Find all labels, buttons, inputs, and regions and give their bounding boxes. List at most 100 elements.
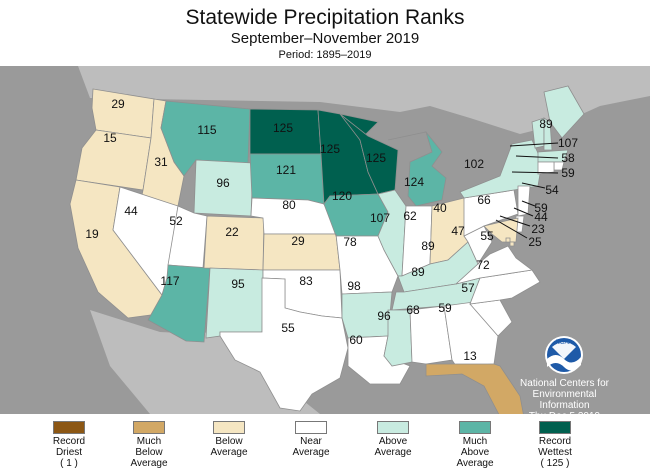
- rank-label-tn: 89: [411, 265, 425, 279]
- noaa-logo-icon: NOAA: [545, 336, 583, 374]
- rank-label-nv: 44: [124, 204, 138, 218]
- rank-label-nm: 95: [231, 277, 245, 291]
- rank-label-ok: 83: [299, 274, 313, 288]
- mexico-land: [90, 310, 320, 414]
- rank-label-or: 15: [103, 131, 117, 145]
- rank-label-oh: 40: [433, 201, 447, 215]
- legend-item-much-above: Much Above Average: [435, 421, 515, 469]
- state-va: [455, 245, 534, 285]
- map-subtitle: September–November 2019: [230, 30, 420, 47]
- legend-label-line: Record: [538, 436, 572, 447]
- leader-lines: [495, 142, 559, 239]
- rank-label-wa: 29: [111, 97, 125, 111]
- rank-label-ne: 80: [282, 198, 296, 212]
- us-precipitation-map: 29 15 19 31 44 115 96 52 117 22 95 125 121 80 29 83 55 12…: [0, 66, 650, 414]
- state-me: [543, 85, 585, 139]
- legend-label: Much Below Average: [109, 436, 189, 469]
- legend-label-line: Wettest: [538, 447, 572, 458]
- legend-label: Record Wettest( 125 ): [515, 436, 595, 469]
- legend-label-line: Above: [460, 447, 490, 458]
- legend-item-below: Below Average: [189, 421, 269, 458]
- rank-label-ny: 102: [464, 157, 484, 171]
- legend-swatch: [213, 421, 245, 434]
- legend-item-much-below: Much Below Average: [109, 421, 189, 469]
- state-va_e: [509, 241, 515, 247]
- legend-item-near: Near Average: [271, 421, 351, 458]
- legend-label: Above Average: [353, 436, 433, 458]
- state-nj: [517, 185, 531, 217]
- state-nh: [543, 117, 553, 151]
- legend-item-record-driest: Record Driest( 1 ): [29, 421, 109, 469]
- rank-label-dc: 23: [531, 222, 545, 236]
- rank-label-ks: 29: [291, 234, 305, 248]
- legend-swatch: [295, 421, 327, 434]
- rank-label-ut: 52: [169, 214, 183, 228]
- map-title: Statewide Precipitation Ranks: [185, 6, 465, 29]
- legend-swatch: [377, 421, 409, 434]
- legend-label-line: ( 1 ): [60, 458, 78, 469]
- state-al: [409, 305, 453, 365]
- state-sd: [249, 153, 325, 205]
- legend-label: Record Driest( 1 ): [29, 436, 109, 469]
- rank-label-va_e: 25: [528, 235, 542, 249]
- rank-label-az: 117: [160, 274, 179, 288]
- legend-label-line: ( 125 ): [540, 458, 570, 469]
- state-tx: [219, 277, 349, 412]
- legend-label-line: Average: [210, 447, 248, 458]
- leader-line-va_e: [495, 219, 528, 239]
- map-header: Statewide Precipitation Ranks September–…: [0, 0, 650, 66]
- map-legend: Record Driest( 1 ) Much Below Average Below Av…: [0, 414, 650, 475]
- rank-label-ca: 19: [85, 227, 99, 241]
- leader-line-ri: [515, 155, 559, 159]
- rank-label-va: 55: [480, 229, 494, 243]
- rank-label-mi: 124: [404, 175, 424, 189]
- rank-label-mn: 125: [320, 142, 340, 156]
- rank-label-ky: 89: [421, 239, 435, 253]
- legend-label-line: Near: [300, 436, 322, 447]
- credit-date: Thu Dec 5 2019: [528, 411, 601, 422]
- rank-label-fl: 13: [463, 349, 477, 363]
- legend-label: Near Average: [271, 436, 351, 458]
- state-mi: [387, 131, 447, 207]
- rank-label-wy: 96: [216, 176, 230, 190]
- legend-label: Much Above Average: [435, 436, 515, 469]
- rank-label-id: 31: [154, 155, 168, 169]
- rank-label-nd: 125: [273, 121, 293, 135]
- legend-swatch: [539, 421, 571, 434]
- rank-label-wv: 47: [451, 224, 465, 238]
- rank-label-me: 89: [539, 117, 553, 131]
- rank-label-ia: 120: [332, 189, 352, 203]
- credit-line-2: Environmental: [532, 389, 597, 400]
- legend-label-line: Driest: [55, 447, 83, 458]
- legend-label-line: Record: [52, 436, 86, 447]
- legend-swatch: [53, 421, 85, 434]
- legend-item-record-wettest: Record Wettest( 125 ): [515, 421, 595, 469]
- state-dc: [505, 237, 511, 243]
- rank-label-nc: 72: [476, 258, 490, 272]
- leader-line-dc: [499, 215, 531, 227]
- map-period: Period: 1895–2019: [278, 49, 372, 61]
- state-fl: [425, 363, 524, 414]
- legend-label-line: Average: [130, 458, 168, 469]
- leader-line-md: [513, 207, 534, 217]
- canada-land: [78, 66, 650, 134]
- legend-label-line: Average: [292, 447, 330, 458]
- legend-label-line: Above: [378, 436, 408, 447]
- leader-line-de: [521, 200, 536, 207]
- leader-line-nj: [521, 182, 546, 189]
- legend-swatch: [133, 421, 165, 434]
- legend-label-line: Average: [456, 458, 494, 469]
- legend-label-line: Much: [462, 436, 488, 447]
- legend-item-above: Above Average: [353, 421, 433, 458]
- legend-label-line: Average: [374, 447, 412, 458]
- legend-label-line: Below: [135, 447, 163, 458]
- rank-label-ms: 96: [377, 309, 391, 323]
- rank-label-il: 107: [370, 211, 390, 225]
- legend-label-line: Much: [136, 436, 162, 447]
- rank-label-la: 60: [349, 333, 363, 347]
- rank-label-md: 44: [534, 210, 548, 224]
- rank-label-pa: 66: [477, 193, 491, 207]
- rank-label-ga: 59: [438, 301, 452, 315]
- rank-label-nj: 54: [545, 183, 559, 197]
- rank-label-tx: 55: [281, 321, 295, 335]
